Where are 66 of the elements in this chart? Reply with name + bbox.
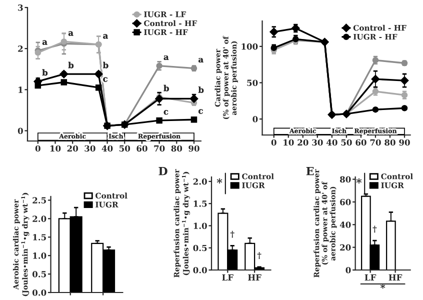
annotation: b	[68, 62, 74, 68]
y-tick-label: 1.5	[33, 234, 46, 240]
x-tick-label: 60	[136, 145, 148, 152]
x-tick-label: 30	[312, 139, 323, 146]
annotation: *	[216, 178, 222, 184]
y-tick-label: 80	[340, 176, 351, 183]
x-tick-label: 40	[102, 145, 113, 152]
annotation: b	[102, 62, 108, 68]
annotation: b	[42, 69, 48, 76]
x-tick-label: 80	[171, 145, 182, 152]
chart-title: D	[158, 167, 168, 176]
annotation: c	[198, 109, 203, 114]
y-tick-label: 0	[346, 266, 351, 274]
x-tick-label: 40	[326, 139, 338, 146]
annotation: b	[164, 84, 169, 92]
x-tick-label: LF	[222, 274, 234, 280]
annotation: †	[257, 252, 262, 260]
annotation: b	[198, 86, 204, 93]
annotation: c	[164, 110, 168, 115]
y-tick-label: 2	[18, 46, 23, 52]
x-tick-label: 20	[67, 145, 78, 152]
x-tick-label: 20	[298, 139, 308, 146]
annotation: a	[103, 34, 108, 39]
text: *	[380, 284, 386, 289]
y-tick-label: 2.0	[193, 178, 207, 185]
x-tick-label: 90	[399, 139, 410, 146]
annotation: a	[68, 31, 74, 36]
y-tick-label: 1.0	[194, 222, 207, 229]
annotation: a	[164, 55, 169, 60]
y-tick-label: 20	[340, 244, 351, 251]
y-tick-label: 0.5	[193, 244, 207, 252]
y-tick-label: 1.0	[33, 252, 46, 259]
y-tick-label: 0.5	[32, 271, 46, 278]
y-tick-label: 0	[18, 128, 23, 134]
y-tick-label: 100	[242, 43, 258, 50]
annotation: †	[230, 230, 234, 238]
y-tick-label: 2.5	[32, 197, 46, 204]
x-tick-label: 10	[50, 145, 61, 152]
annotation: a	[198, 58, 204, 63]
x-tick-label: 0	[271, 139, 276, 146]
annotation: *	[356, 178, 362, 184]
y-tick-label: 0	[252, 116, 258, 122]
chart-title: E	[306, 167, 314, 176]
y-tick-label: 3	[18, 4, 23, 11]
x-tick-label: 50	[120, 145, 130, 152]
y-tick-label: 1	[18, 86, 22, 93]
x-tick-label: 70	[370, 139, 381, 146]
x-tick-label: 80	[384, 139, 396, 146]
x-tick-label: 60	[356, 139, 366, 146]
annotation: †	[372, 226, 377, 233]
y-tick-label: 0.0	[193, 266, 207, 274]
y-tick-label: 1.5	[194, 200, 207, 207]
x-tick-label: HF	[388, 274, 402, 280]
x-tick-label: 90	[188, 145, 200, 152]
annotation: a	[42, 40, 48, 45]
y-tick-label: 60	[340, 198, 351, 206]
annotation: c	[103, 77, 108, 82]
x-tick-label: HF	[248, 274, 262, 280]
x-tick-label: 30	[84, 145, 96, 152]
y-tick-label: 0.0	[32, 289, 46, 296]
x-tick-label: 10	[284, 139, 294, 146]
x-tick-label: 70	[154, 145, 165, 152]
y-tick-label: 50	[247, 80, 258, 86]
x-tick-label: LF	[364, 274, 376, 280]
y-tick-label: 2.0	[32, 216, 46, 222]
y-tick-label: 40	[340, 222, 351, 228]
